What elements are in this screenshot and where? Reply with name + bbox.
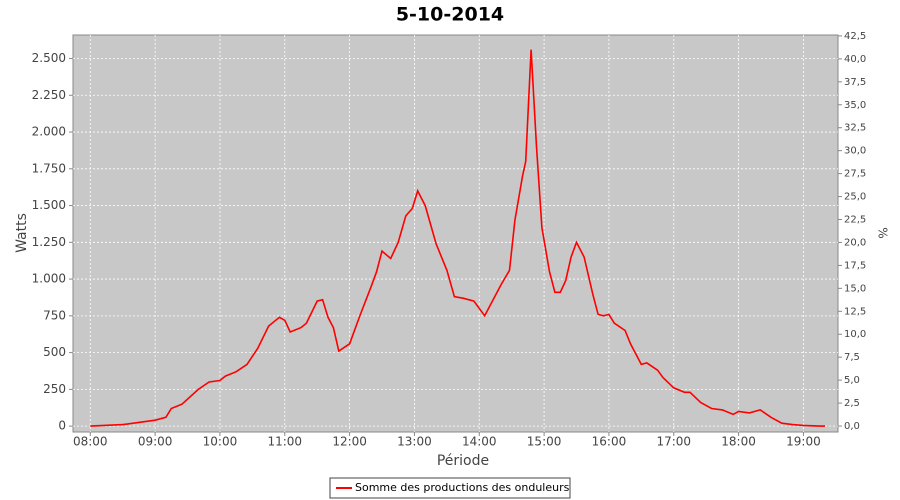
y2-tick-label: 22,5: [844, 215, 866, 226]
x-tick-label: 09:00: [138, 435, 173, 449]
x-axis-label: Période: [437, 453, 489, 469]
y2-tick-label: 32,5: [844, 123, 866, 134]
y-tick-label: 2.250: [32, 88, 66, 102]
x-tick-label: 14:00: [462, 435, 497, 449]
y-tick-label: 1.000: [32, 272, 66, 286]
y2-tick-label: 27,5: [844, 169, 866, 180]
y-tick-label: 500: [43, 345, 66, 359]
y2-tick-label: 10,0: [844, 329, 866, 340]
y2-tick-label: 37,5: [844, 77, 866, 88]
y2-axis-label: %: [876, 227, 890, 238]
y2-tick-label: 15,0: [844, 283, 866, 294]
x-tick-label: 17:00: [656, 435, 691, 449]
legend-label: Somme des productions des onduleurs: [355, 481, 570, 494]
y-tick-label: 1.500: [32, 198, 66, 212]
y2-tick-label: 25,0: [844, 192, 866, 203]
y2-tick-label: 5,0: [844, 375, 860, 386]
y-tick-label: 0: [58, 419, 66, 433]
y-tick-label: 750: [43, 308, 66, 322]
series-line: [90, 49, 825, 427]
y-tick-label: 2.500: [32, 51, 66, 65]
y2-tick-label: 0,0: [844, 421, 860, 432]
y-tick-label: 2.000: [32, 125, 66, 139]
y2-tick-label: 7,5: [844, 352, 860, 363]
y2-tick-label: 12,5: [844, 306, 866, 317]
x-tick-label: 10:00: [203, 435, 238, 449]
x-tick-label: 15:00: [527, 435, 562, 449]
x-tick-label: 19:00: [786, 435, 821, 449]
y-tick-label: 250: [43, 382, 66, 396]
y2-tick-label: 42,5: [844, 31, 866, 42]
x-tick-label: 08:00: [73, 435, 108, 449]
plot-area: [72, 34, 839, 433]
y2-tick-label: 2,5: [844, 398, 860, 409]
x-tick-label: 13:00: [397, 435, 432, 449]
y-tick-label: 1.250: [32, 235, 66, 249]
y2-tick-label: 40,0: [844, 54, 866, 65]
y2-tick-label: 20,0: [844, 237, 866, 248]
x-tick-label: 16:00: [592, 435, 627, 449]
legend: [329, 477, 571, 499]
chart-title: 5-10-2014: [396, 4, 504, 26]
x-tick-label: 12:00: [332, 435, 367, 449]
y2-tick-label: 30,0: [844, 146, 866, 157]
x-tick-label: 11:00: [267, 435, 302, 449]
x-tick-label: 18:00: [721, 435, 756, 449]
y2-tick-label: 35,0: [844, 100, 866, 111]
y-tick-label: 1.750: [32, 161, 66, 175]
y2-tick-label: 17,5: [844, 260, 866, 271]
y-axis-label: Watts: [14, 213, 30, 253]
